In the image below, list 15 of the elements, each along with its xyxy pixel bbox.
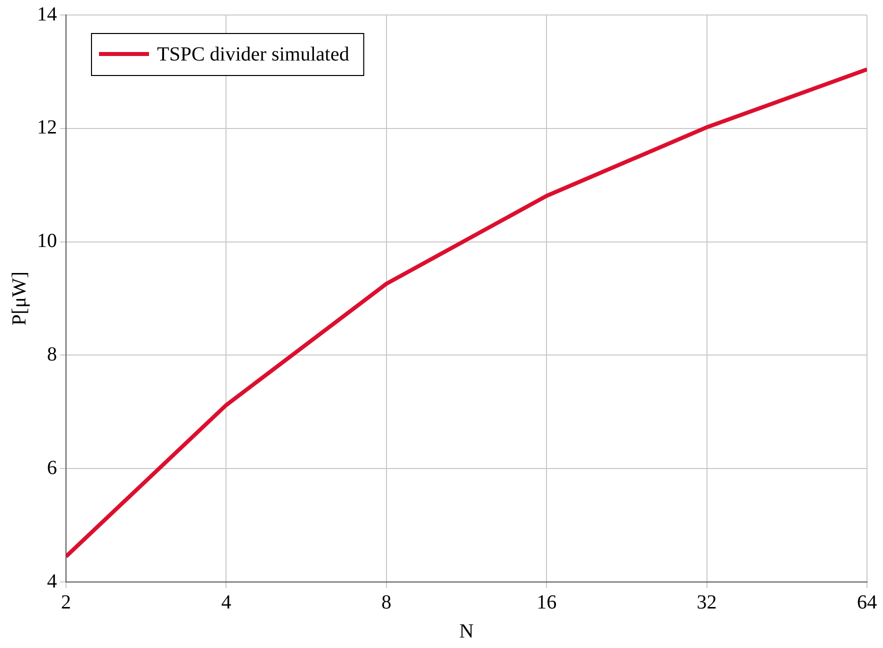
y-tick-label: 12 xyxy=(37,116,57,139)
y-tick-label: 10 xyxy=(37,230,57,252)
y-tick-label: 8 xyxy=(47,343,57,366)
x-tick-label: 16 xyxy=(536,591,557,614)
x-tick-label: 32 xyxy=(696,591,717,614)
y-tick-label: 4 xyxy=(47,570,57,592)
x-tick-label: 64 xyxy=(857,591,877,614)
x-tick-label: 8 xyxy=(381,591,392,614)
legend-label: TSPC divider simulated xyxy=(157,43,350,66)
x-axis-title: N xyxy=(459,620,474,642)
y-tick-label: 6 xyxy=(47,456,57,479)
x-tick-label: 2 xyxy=(61,591,71,614)
y-axis-title: P[μW] xyxy=(8,271,30,326)
x-tick-label: 4 xyxy=(221,591,232,614)
y-tick-label: 14 xyxy=(37,3,57,26)
